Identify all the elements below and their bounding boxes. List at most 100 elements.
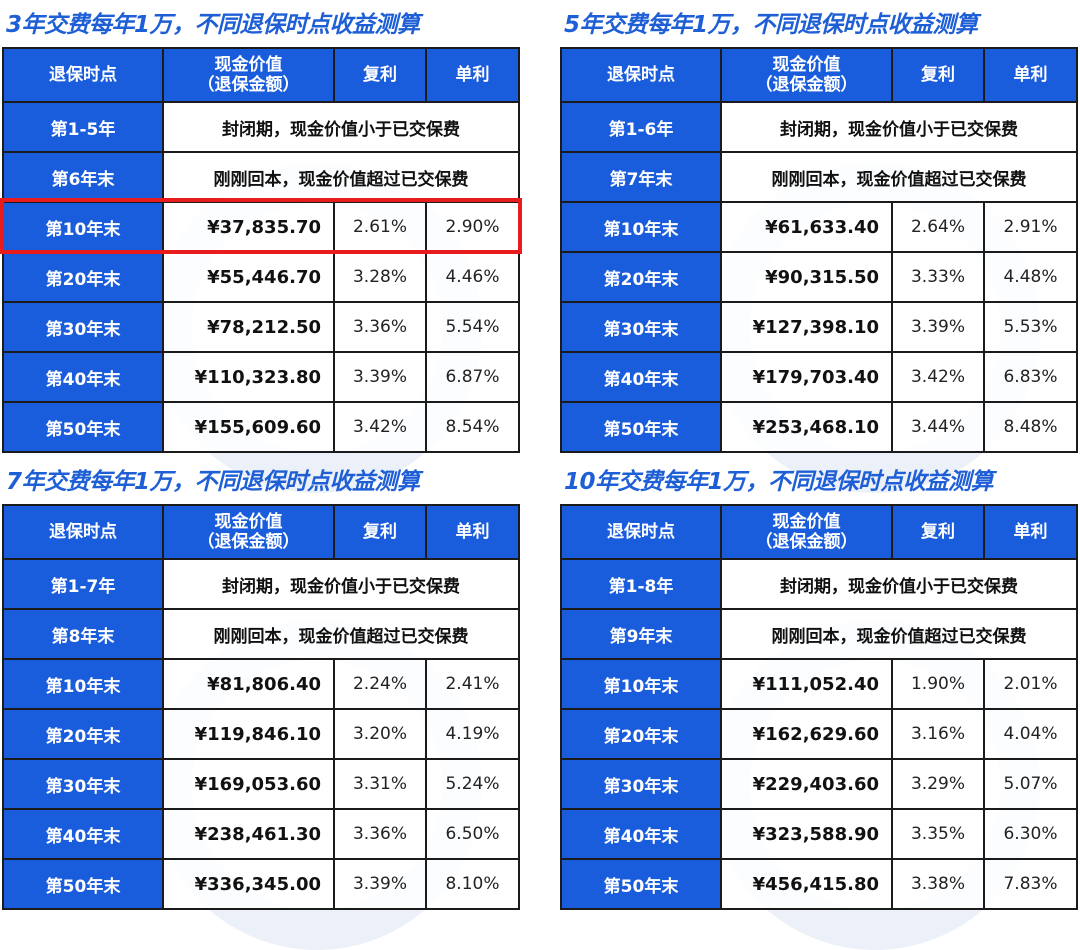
breakeven-row: 第6年末 刚刚回本，现金价值超过已交保费: [2, 151, 520, 203]
closed-row: 第1-6年 封闭期，现金价值小于已交保费: [560, 101, 1078, 153]
cash-value: ¥37,835.70: [162, 201, 335, 253]
header-cash-value: 现金价值 （退保金额）: [162, 504, 335, 560]
header-surrender-time: 退保时点: [2, 504, 164, 560]
simple-rate: 4.48%: [983, 251, 1078, 303]
simple-rate: 6.30%: [983, 808, 1078, 860]
table-row: 第10年末 ¥37,835.70 2.61% 2.90%: [2, 201, 520, 253]
table-row: 第20年末 ¥90,315.50 3.33% 4.48%: [560, 251, 1078, 303]
compound-rate: 3.39%: [333, 858, 427, 910]
table-row: 第40年末 ¥323,588.90 3.35% 6.30%: [560, 808, 1078, 860]
row-label: 第30年末: [2, 758, 164, 810]
surrender-value-table: 退保时点 现金价值 （退保金额） 复利 单利 第1-7年 封闭期，现金价值小于已交保费 第8年…: [2, 504, 520, 910]
header-row: 退保时点 现金价值 （退保金额） 复利 单利: [560, 504, 1078, 560]
header-cash-value-line1: 现金价值: [772, 512, 841, 532]
closed-note: 封闭期，现金价值小于已交保费: [720, 558, 1078, 610]
header-row: 退保时点 现金价值 （退保金额） 复利 单利: [2, 47, 520, 103]
cash-value: ¥169,053.60: [162, 758, 335, 810]
compound-rate: 3.39%: [891, 301, 985, 353]
breakeven-row: 第7年末 刚刚回本，现金价值超过已交保费: [560, 151, 1078, 203]
row-label: 第1-7年: [2, 558, 164, 610]
row-label: 第1-5年: [2, 101, 164, 153]
table-row: 第30年末 ¥229,403.60 3.29% 5.07%: [560, 758, 1078, 810]
row-label: 第1-8年: [560, 558, 722, 610]
row-label: 第30年末: [560, 758, 722, 810]
closed-note: 封闭期，现金价值小于已交保费: [162, 558, 520, 610]
cash-value: ¥229,403.60: [720, 758, 893, 810]
surrender-table-block: 3年交费每年1万，不同退保时点收益测算 退保时点 现金价值 （退保金额） 复利 单利 第1-…: [2, 3, 520, 453]
row-label: 第20年末: [2, 708, 164, 760]
simple-rate: 7.83%: [983, 858, 1078, 910]
table-row: 第40年末 ¥238,461.30 3.36% 6.50%: [2, 808, 520, 860]
header-simple-rate: 单利: [983, 47, 1078, 103]
simple-rate: 4.04%: [983, 708, 1078, 760]
header-simple-rate: 单利: [983, 504, 1078, 560]
compound-rate: 3.20%: [333, 708, 427, 760]
breakeven-row: 第9年末 刚刚回本，现金价值超过已交保费: [560, 608, 1078, 660]
table-row: 第40年末 ¥179,703.40 3.42% 6.83%: [560, 351, 1078, 403]
compound-rate: 3.38%: [891, 858, 985, 910]
compound-rate: 3.28%: [333, 251, 427, 303]
compound-rate: 3.29%: [891, 758, 985, 810]
cash-value: ¥162,629.60: [720, 708, 893, 760]
simple-rate: 6.50%: [425, 808, 520, 860]
header-compound-rate: 复利: [333, 47, 427, 103]
cash-value: ¥119,846.10: [162, 708, 335, 760]
surrender-table-block: 5年交费每年1万，不同退保时点收益测算 退保时点 现金价值 （退保金额） 复利 单利 第1-…: [560, 3, 1078, 453]
cash-value: ¥110,323.80: [162, 351, 335, 403]
simple-rate: 2.91%: [983, 201, 1078, 253]
row-label: 第20年末: [2, 251, 164, 303]
row-label: 第1-6年: [560, 101, 722, 153]
header-compound-rate: 复利: [333, 504, 427, 560]
compound-rate: 3.31%: [333, 758, 427, 810]
header-cash-value-line2: （退保金额）: [197, 532, 300, 552]
compound-rate: 3.39%: [333, 351, 427, 403]
closed-note: 封闭期，现金价值小于已交保费: [720, 101, 1078, 153]
table-row: 第20年末 ¥55,446.70 3.28% 4.46%: [2, 251, 520, 303]
compound-rate: 3.44%: [891, 401, 985, 453]
cash-value: ¥111,052.40: [720, 658, 893, 710]
simple-rate: 2.41%: [425, 658, 520, 710]
row-label: 第50年末: [560, 858, 722, 910]
table-row: 第30年末 ¥169,053.60 3.31% 5.24%: [2, 758, 520, 810]
simple-rate: 8.48%: [983, 401, 1078, 453]
header-cash-value-line1: 现金价值: [772, 55, 841, 75]
row-label: 第50年末: [2, 858, 164, 910]
cash-value: ¥61,633.40: [720, 201, 893, 253]
simple-rate: 5.53%: [983, 301, 1078, 353]
header-simple-rate: 单利: [425, 504, 520, 560]
header-compound-rate: 复利: [891, 504, 985, 560]
closed-note: 封闭期，现金价值小于已交保费: [162, 101, 520, 153]
row-label: 第40年末: [2, 808, 164, 860]
row-label: 第8年末: [2, 608, 164, 660]
row-label: 第50年末: [2, 401, 164, 453]
compound-rate: 1.90%: [891, 658, 985, 710]
header-surrender-time: 退保时点: [560, 47, 722, 103]
table-row: 第10年末 ¥81,806.40 2.24% 2.41%: [2, 658, 520, 710]
compound-rate: 2.24%: [333, 658, 427, 710]
table-row: 第40年末 ¥110,323.80 3.39% 6.87%: [2, 351, 520, 403]
breakeven-note: 刚刚回本，现金价值超过已交保费: [162, 151, 520, 203]
simple-rate: 4.46%: [425, 251, 520, 303]
table-row: 第10年末 ¥61,633.40 2.64% 2.91%: [560, 201, 1078, 253]
simple-rate: 2.01%: [983, 658, 1078, 710]
cash-value: ¥238,461.30: [162, 808, 335, 860]
cash-value: ¥456,415.80: [720, 858, 893, 910]
row-label: 第7年末: [560, 151, 722, 203]
row-label: 第9年末: [560, 608, 722, 660]
cash-value: ¥323,588.90: [720, 808, 893, 860]
row-label: 第6年末: [2, 151, 164, 203]
header-row: 退保时点 现金价值 （退保金额） 复利 单利: [2, 504, 520, 560]
cash-value: ¥336,345.00: [162, 858, 335, 910]
header-cash-value-line2: （退保金额）: [755, 532, 858, 552]
simple-rate: 5.54%: [425, 301, 520, 353]
compound-rate: 3.42%: [333, 401, 427, 453]
breakeven-note: 刚刚回本，现金价值超过已交保费: [720, 608, 1078, 660]
row-label: 第20年末: [560, 251, 722, 303]
compound-rate: 2.64%: [891, 201, 985, 253]
simple-rate: 8.54%: [425, 401, 520, 453]
table-row: 第10年末 ¥111,052.40 1.90% 2.01%: [560, 658, 1078, 710]
breakeven-note: 刚刚回本，现金价值超过已交保费: [162, 608, 520, 660]
compound-rate: 3.33%: [891, 251, 985, 303]
simple-rate: 4.19%: [425, 708, 520, 760]
table-title: 10年交费每年1万，不同退保时点收益测算: [564, 469, 994, 495]
